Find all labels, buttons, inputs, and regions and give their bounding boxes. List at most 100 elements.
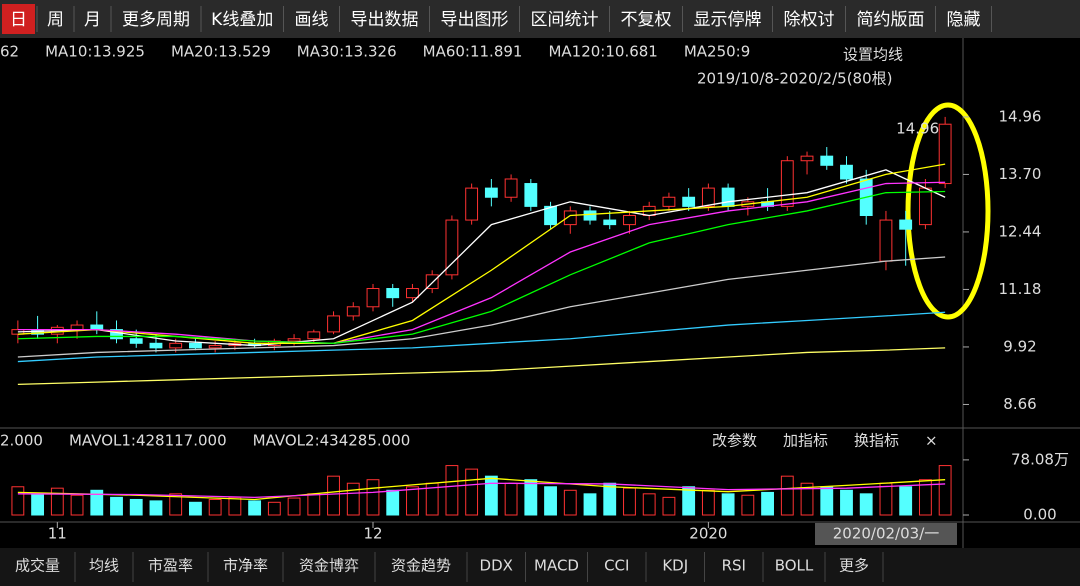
volume-bar (346, 482, 360, 516)
volume-bar (70, 494, 84, 516)
vol-button[interactable]: 改参数 (712, 432, 757, 450)
tab[interactable]: MACD (534, 557, 579, 575)
volume-bar (50, 487, 64, 516)
volume-bar (406, 486, 419, 516)
ma-line (17, 256, 946, 358)
ma-legend: MA10:13.925 (45, 43, 145, 61)
toolbar-button[interactable]: K线叠加 (211, 10, 273, 30)
volume-bar (228, 496, 242, 516)
candle-body (110, 329, 123, 340)
volume-bar (938, 465, 952, 516)
volume-bar (918, 479, 932, 516)
toolbar-button[interactable]: 导出数据 (351, 10, 419, 30)
candle-body (484, 187, 498, 198)
y-tick-label: 11.18 (999, 280, 1042, 298)
vol-button[interactable]: × (925, 432, 938, 450)
volume-bar (682, 486, 696, 516)
highlight-ellipse (905, 102, 991, 320)
volume-bar (623, 487, 636, 516)
tab[interactable]: 市净率 (223, 557, 268, 575)
ma-legend: MA120:10.681 (548, 43, 657, 61)
candle-body (820, 155, 834, 166)
tab[interactable]: 均线 (89, 557, 119, 575)
tab[interactable]: DDX (480, 557, 513, 575)
ma-legend: MA250:9 (684, 43, 750, 61)
volume-bar (484, 475, 498, 516)
tab[interactable]: 市盈率 (148, 557, 193, 575)
candle-body (307, 331, 321, 340)
y-tick-label: 13.70 (999, 165, 1042, 183)
candle-body (504, 178, 518, 198)
y-tick-label: 8.66 (1003, 395, 1036, 413)
candle-body (346, 306, 360, 317)
volume-bar (840, 489, 853, 516)
vol-button[interactable]: 加指标 (783, 432, 828, 450)
tab[interactable]: 成交量 (15, 557, 60, 575)
toolbar-button[interactable]: 显示停牌 (694, 10, 762, 30)
volume-bar (721, 493, 735, 516)
candle-body (425, 274, 439, 290)
ma-settings[interactable]: 设置均线 (843, 46, 903, 64)
toolbar-button[interactable]: 更多周期 (122, 10, 190, 30)
tab[interactable]: 更多 (839, 557, 869, 575)
volume-bar (248, 500, 262, 516)
toolbar-button[interactable]: 月 (84, 10, 101, 30)
vol-button[interactable]: 换指标 (854, 432, 899, 450)
tab[interactable]: BOLL (775, 557, 814, 575)
candle-body (544, 205, 557, 226)
candle-body (840, 164, 853, 180)
x-tick-label: 11 (48, 525, 67, 543)
volume-bar (603, 482, 617, 516)
volume-bar (386, 489, 400, 516)
volume-bar (820, 486, 834, 516)
candle-body (465, 187, 479, 221)
toolbar-bg (0, 0, 1080, 38)
candle-body (445, 219, 459, 276)
ma-line (17, 347, 946, 386)
volume-bar (761, 491, 774, 516)
toolbar-button[interactable]: 隐藏 (947, 10, 981, 30)
candle-body (208, 345, 222, 349)
volume-bar (563, 489, 577, 516)
volume-bar (110, 496, 123, 516)
cursor-box (815, 523, 957, 545)
x-tick-label: 2020 (689, 525, 727, 543)
candle-body (583, 210, 597, 221)
volume-bar (307, 493, 321, 516)
candle-body (899, 219, 913, 230)
volume-bar (149, 500, 163, 516)
ma-line (17, 190, 946, 344)
volume-bar (465, 468, 479, 516)
candle-body (366, 288, 380, 308)
tabs-bg (0, 548, 1080, 586)
toolbar-button[interactable]: 不复权 (621, 10, 672, 30)
tab[interactable]: CCI (604, 557, 629, 575)
toolbar-button[interactable]: 画线 (295, 10, 329, 30)
volume-bar (859, 493, 873, 516)
toolbar-button[interactable]: 周 (47, 10, 64, 30)
tab[interactable]: KDJ (662, 557, 688, 575)
toolbar-button[interactable]: 日 (10, 10, 27, 30)
candle-body (603, 219, 617, 226)
candle-body (327, 315, 340, 333)
cursor-label: 2020/02/03/一 (833, 525, 940, 543)
volume-bar (267, 501, 281, 516)
volume-bar (504, 482, 518, 516)
candle-body (721, 187, 735, 207)
vol-legend: MAVOL2:434285.000 (253, 432, 411, 450)
toolbar-button[interactable]: 除权讨 (784, 10, 835, 30)
ma-legend: MA30:13.326 (297, 43, 397, 61)
tab[interactable]: 资金趋势 (391, 557, 451, 575)
ma-line (17, 169, 946, 347)
candle-body (800, 155, 814, 162)
candle-body (149, 342, 163, 349)
candle-body (90, 324, 104, 331)
toolbar-button[interactable]: 简约版面 (857, 10, 925, 30)
toolbar-button[interactable]: 导出图形 (441, 10, 509, 30)
ma-line (17, 181, 946, 344)
volume-bar (662, 496, 676, 516)
toolbar-button[interactable]: 区间统计 (531, 10, 599, 30)
vol-tick-label: 0.00 (1023, 506, 1056, 524)
tab[interactable]: RSI (722, 557, 746, 575)
tab[interactable]: 资金博弈 (299, 557, 359, 575)
